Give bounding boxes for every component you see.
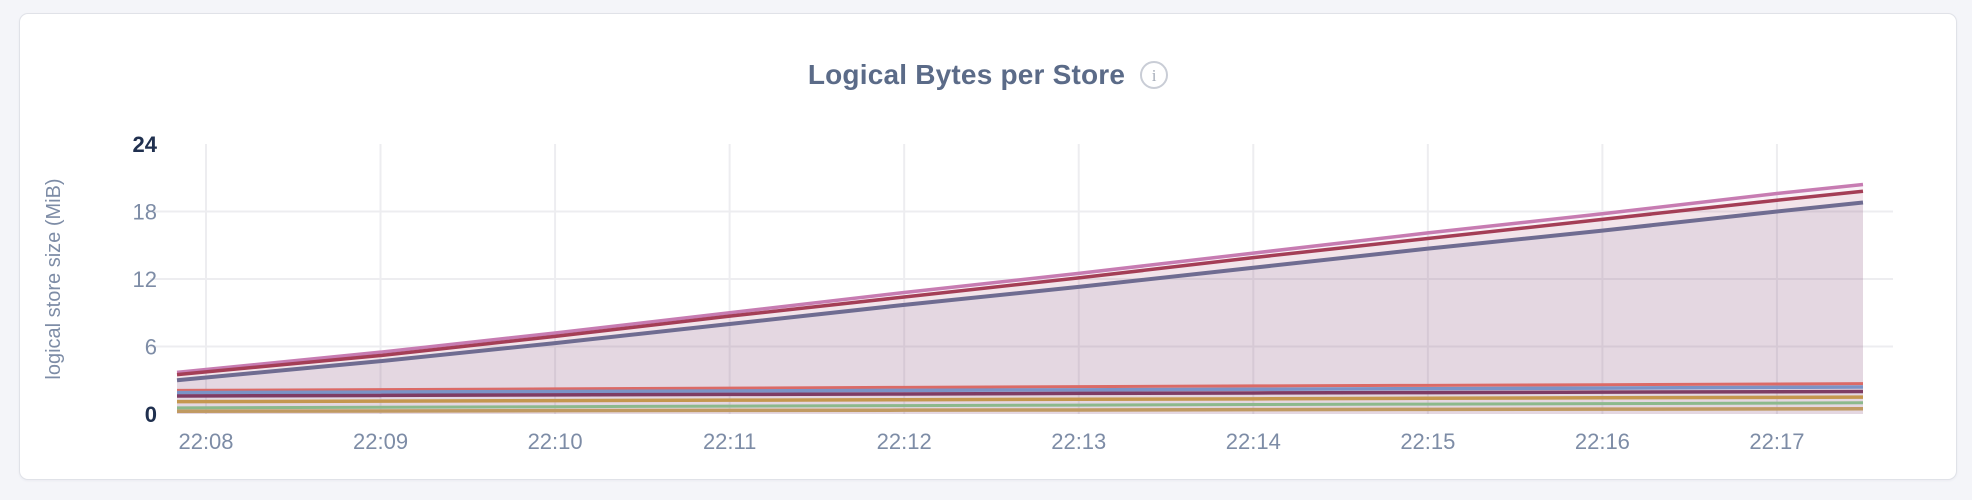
series-slate-area: [177, 202, 1863, 414]
series-steel-blue-line: [176, 385, 1864, 395]
chart-header: Logical Bytes per Store i: [20, 59, 1956, 91]
y-tick-label: 24: [133, 132, 158, 157]
x-tick-label: 22:15: [1400, 429, 1455, 454]
y-tick-label: 6: [145, 335, 157, 360]
series-tan-line: [176, 406, 1864, 413]
x-tick-label: 22:11: [703, 429, 756, 454]
x-tick-label: 22:12: [877, 429, 932, 454]
y-tick-label: 0: [145, 402, 157, 427]
series-green-line: [176, 401, 1864, 410]
series-plum-line: [176, 389, 1864, 398]
info-icon-glyph: i: [1151, 65, 1157, 85]
x-tick-label: 22:17: [1749, 429, 1804, 454]
x-tick-label: 22:08: [178, 429, 233, 454]
x-tick-label: 22:10: [528, 429, 583, 454]
chart-title: Logical Bytes per Store: [807, 59, 1126, 90]
y-tick-label: 18: [133, 200, 157, 225]
y-tick-label: 12: [133, 267, 157, 292]
series-gold-line: [176, 395, 1864, 404]
x-tick-label: 22:16: [1575, 429, 1630, 454]
x-tick-label: 22:09: [353, 429, 408, 454]
x-tick-label: 22:14: [1226, 429, 1281, 454]
y-axis-title: logical store size (MiB): [43, 178, 65, 379]
series-orchid-area: [177, 184, 1863, 414]
x-tick-label: 22:13: [1051, 429, 1106, 454]
series-red-line: [176, 382, 1864, 392]
series-slate-line: [176, 200, 1864, 383]
series-orchid-line: [176, 182, 1864, 375]
info-icon[interactable]: i: [1140, 61, 1169, 89]
series-crimson-line: [176, 189, 1864, 377]
